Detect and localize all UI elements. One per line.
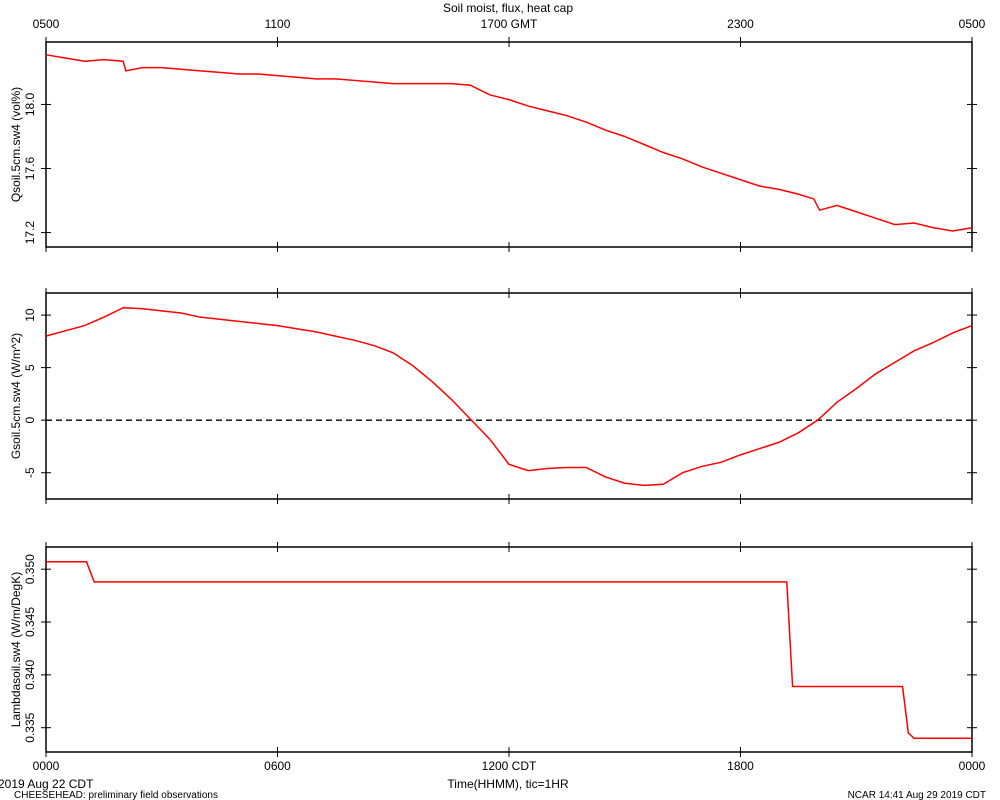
x-tick-label: 1800: [727, 759, 754, 773]
x-tick-label: 0500: [33, 17, 60, 31]
y-tick-label: 5: [23, 364, 37, 371]
series-line: [46, 561, 972, 740]
y-tick-label: 0: [23, 417, 37, 424]
timestamp: NCAR 14:41 Aug 29 2019 CDT: [848, 790, 986, 800]
plot-frame: [45, 41, 973, 248]
x-tick-label: 1200 CDT: [482, 759, 537, 773]
y-tick-label: 0.340: [23, 660, 37, 690]
x-tick-label: 0500: [959, 17, 986, 31]
series-line: [45, 306, 973, 487]
x-tick-label: 1700 GMT: [481, 17, 538, 31]
x-tick-label: 2300: [727, 17, 754, 31]
y-axis-label: Qsoil.5cm.sw4 (vol%): [9, 87, 23, 202]
x-tick-label: 0000: [959, 759, 986, 773]
y-tick-label: 17.6: [23, 157, 37, 181]
x-tick-label: 1100: [265, 17, 291, 31]
chart-title: Soil moist, flux, heat cap: [443, 1, 573, 15]
y-tick-label: 0.350: [23, 554, 37, 584]
y-tick-label: 10: [23, 308, 37, 322]
plot-frame: [45, 546, 973, 753]
x-axis-label: Time(HHMM), tic=1HR: [447, 777, 569, 791]
series-line: [45, 54, 973, 232]
x-tick-label: 0600: [264, 759, 291, 773]
y-axis-label: Lambdasoil.sw4 (W/m/DegK): [9, 572, 23, 727]
x-tick-label: 0000: [33, 759, 60, 773]
y-axis-label: Gsoil.5cm.sw4 (W/m^2): [9, 333, 23, 459]
y-tick-label: 17.2: [23, 221, 37, 245]
y-tick-label: 0.335: [23, 712, 37, 742]
plot-frame: [45, 292, 973, 500]
project-note: CHEESEHEAD: preliminary field observatio…: [14, 790, 218, 800]
y-tick-label: -5: [23, 467, 37, 478]
y-tick-label: 18.0: [23, 92, 37, 116]
date-label: 2019 Aug 22 CDT: [0, 777, 94, 791]
y-tick-label: 0.345: [23, 607, 37, 637]
